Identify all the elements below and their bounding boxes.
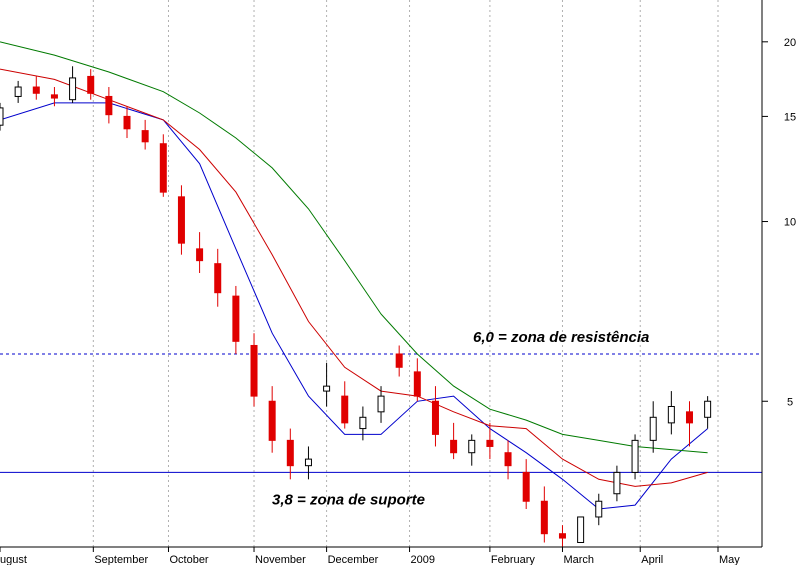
candle-body [105,95,113,116]
y-tick-label: 10 [784,217,796,229]
candle-body [232,295,240,342]
candle-body [323,385,331,392]
y-tick-label: 20 [784,37,796,49]
candle-body [522,471,530,502]
moving-average-line [0,41,708,454]
support-label: 3,8 = zona de suporte [272,491,425,508]
candle-body [685,411,693,424]
candle-body [304,458,312,467]
candle-body [14,86,22,97]
candle-body [577,516,585,543]
candle-body [250,344,258,397]
x-tick-label: November [255,554,306,565]
x-tick-label: October [169,554,208,565]
x-tick-label: March [563,554,594,565]
candle-body [649,416,657,441]
candle-body [486,439,494,447]
candle-body [667,405,675,424]
candle-body [395,353,403,368]
resistance-label: 6,0 = zona de resistência [473,329,649,346]
candle-body [123,115,131,130]
candle-body [558,533,566,539]
candle-body [631,439,639,473]
candle-body [540,500,548,535]
candlesticks [0,66,712,547]
candle-body [613,471,621,495]
x-tick-label: December [328,554,379,565]
candle-body [450,439,458,454]
y-tick-label: 5 [787,396,793,408]
candle-body [431,400,439,435]
candle-body [159,143,167,193]
candle-body [196,248,204,262]
x-tick-label: May [719,554,740,565]
y-tick-label: 15 [784,111,796,123]
candle-body [141,130,149,143]
candle-body [286,439,294,467]
grid-lines [92,0,719,547]
x-tick-label: ugust [0,554,27,565]
candle-body [177,196,185,244]
x-tick-label: 2009 [411,554,435,565]
annotations: 6,0 = zona de resistência 3,8 = zona de s… [272,329,649,508]
candle-body [359,416,367,430]
x-axis-ticks: ugust September October November December 200… [0,547,740,565]
plot-background [0,0,762,547]
candle-body [704,400,712,418]
y-axis-ticks: 5 10 15 20 [762,37,796,408]
candle-body [32,86,40,94]
candle-body [214,263,222,294]
x-tick-label: February [491,554,536,565]
candle-body [377,395,385,413]
candle-body [341,395,349,424]
x-tick-label: September [94,554,148,565]
candle-body [0,107,4,126]
candle-body [504,452,512,467]
candle-body [268,400,276,441]
candle-body [87,75,95,94]
candle-body [413,371,421,397]
candle-body [50,94,58,99]
candle-body [468,439,476,454]
x-tick-label: April [641,554,663,565]
candle-body [69,77,77,101]
candle-body [595,500,603,518]
